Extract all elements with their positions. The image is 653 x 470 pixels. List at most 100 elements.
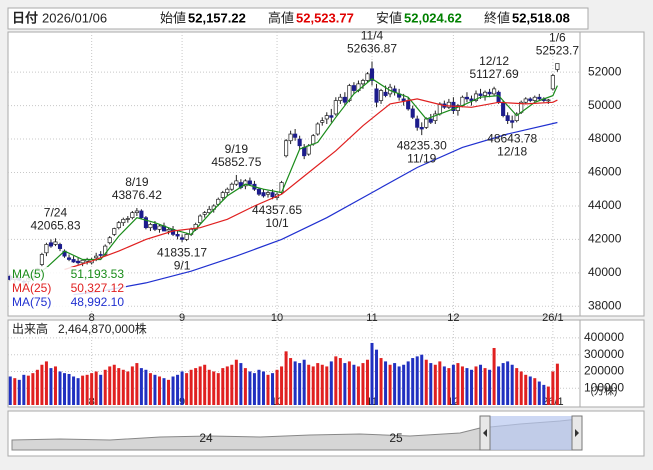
volume-bar: [67, 373, 71, 405]
candle-body: [419, 126, 424, 130]
volume-bar: [26, 375, 30, 405]
volume-bar: [8, 376, 12, 405]
candle-body: [510, 120, 515, 123]
annotation-date: 12/12: [479, 54, 509, 68]
candle-body: [148, 224, 153, 229]
candle-body: [107, 237, 112, 244]
volume-bar: [53, 366, 57, 405]
price-name: 始値: [160, 10, 186, 25]
volume-bar: [402, 364, 406, 405]
candle-body: [424, 118, 429, 128]
candle-body: [406, 100, 411, 110]
candle-body: [57, 244, 63, 249]
candle-body: [487, 91, 492, 95]
volume-bar: [465, 368, 469, 405]
candle-body: [234, 180, 239, 185]
candle-body: [256, 188, 262, 195]
candle-body: [243, 180, 248, 187]
candle-body: [464, 96, 470, 100]
volume-bar: [121, 369, 125, 405]
volume-bar: [365, 359, 369, 405]
volume-bar: [406, 361, 410, 405]
candle-body: [202, 212, 207, 215]
annotation-value: 43876.42: [112, 188, 162, 202]
volume-bar: [488, 369, 492, 405]
y-tick-label: 44000: [588, 198, 622, 212]
volume-bar: [361, 363, 365, 405]
volume-bar: [501, 363, 505, 405]
candle-body: [220, 192, 225, 198]
volume-bar: [212, 371, 216, 405]
legend-value: 48,992.10: [71, 295, 125, 309]
ma-line: [27, 78, 558, 281]
candle-body: [501, 101, 506, 116]
volume-bar: [261, 371, 265, 405]
volume-bar: [271, 373, 275, 405]
volume-bar: [546, 386, 550, 405]
candle-body: [532, 96, 537, 101]
candle-body: [229, 183, 234, 190]
volume-bar: [492, 347, 496, 405]
candle-body: [437, 103, 442, 115]
volume-bar: [76, 378, 80, 405]
annotation-date: 11/4: [361, 29, 384, 43]
candle-body: [306, 145, 311, 155]
candle-body: [473, 93, 479, 101]
price-name: 終値: [484, 10, 510, 25]
candle-body: [116, 222, 121, 229]
candle-body: [66, 257, 72, 260]
y-tick-label: 48000: [588, 131, 622, 145]
candle-body: [555, 63, 560, 70]
volume-bar: [103, 369, 107, 405]
y-tick-label: 38000: [588, 298, 622, 312]
volume-bar: [63, 373, 67, 405]
volume-bar: [126, 371, 130, 405]
candle-body: [297, 138, 302, 147]
volume-bar: [148, 373, 152, 405]
volume-bar: [252, 373, 256, 405]
volume-bar: [243, 368, 247, 405]
candle-body: [80, 259, 85, 264]
volume-bar: [90, 373, 94, 405]
volume-bar: [515, 368, 519, 405]
volume-bar: [234, 359, 238, 405]
volume-bar: [352, 364, 356, 405]
candle-body: [324, 115, 329, 120]
navigator-selection[interactable]: [490, 416, 572, 450]
volume-bar: [311, 366, 315, 405]
candle-body: [134, 210, 139, 213]
volume-bar: [397, 366, 401, 405]
annotation-value: 48235.30: [397, 138, 447, 152]
volume-bar: [442, 366, 446, 405]
candle-body: [139, 210, 144, 219]
volume-bar: [22, 374, 26, 405]
volume-bar: [551, 371, 555, 405]
volume-bar: [58, 371, 62, 405]
volume-bar: [298, 363, 302, 405]
y-tick-label: 40000: [588, 265, 622, 279]
annotation-date: 10/1: [265, 216, 289, 230]
volume-bar: [198, 366, 202, 405]
ma-line: [64, 98, 558, 271]
candle-body: [53, 241, 58, 245]
candle-body: [428, 118, 433, 123]
candle-body: [365, 73, 370, 81]
candle-body: [446, 101, 451, 108]
volume-bar: [528, 376, 532, 405]
volume-bar: [542, 384, 546, 405]
annotation-date: 7/24: [44, 205, 68, 219]
volume-bar: [479, 364, 483, 405]
candle-body: [125, 218, 130, 220]
legend-name: MA(5): [12, 267, 45, 281]
candle-body: [112, 228, 117, 235]
volume-bar: [139, 368, 143, 405]
volume-bar: [85, 374, 89, 405]
candle-body: [302, 147, 307, 157]
volume-bar: [239, 363, 243, 405]
volume-bar: [325, 366, 329, 405]
candle-body: [247, 180, 252, 185]
x-tick-label: 26/1: [542, 312, 563, 324]
volume-bar: [375, 349, 379, 405]
candle-body: [433, 113, 438, 121]
volume-bar: [189, 369, 193, 405]
